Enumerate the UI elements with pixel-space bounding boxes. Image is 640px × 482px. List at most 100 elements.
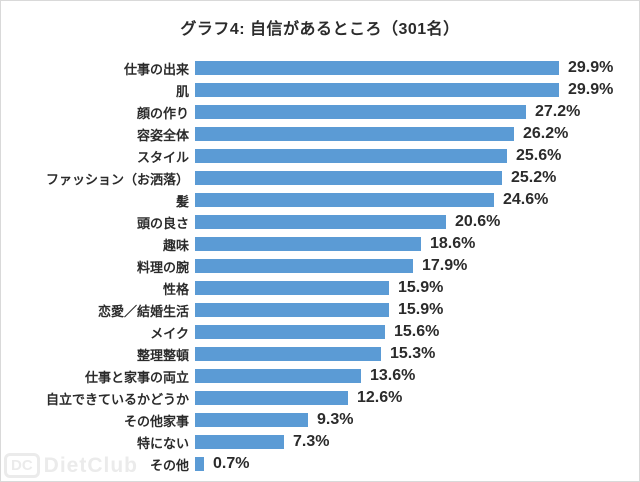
value-label: 24.6% [503, 191, 549, 208]
bar-row: 性格 15.9% [1, 277, 639, 299]
category-label: 性格 [162, 281, 189, 297]
bar [195, 391, 348, 405]
bar [195, 149, 507, 163]
bar [195, 237, 421, 251]
value-label: 27.2% [535, 103, 581, 120]
bar-track: 25.6% [195, 145, 639, 167]
bar-row: 仕事と家事の両立 13.6% [1, 365, 639, 387]
value-label: 9.3% [317, 411, 354, 428]
category-label: 趣味 [162, 237, 189, 253]
value-label: 0.7% [213, 455, 250, 472]
bar-track: 9.3% [195, 409, 639, 431]
category-label: ファッション（お洒落） [45, 171, 189, 187]
bar-track: 24.6% [195, 189, 639, 211]
chart-title: グラフ4: 自信があるところ（301名） [180, 21, 460, 38]
bar-track: 0.7% [195, 453, 639, 475]
category-label: 頭の良さ [136, 215, 189, 231]
bar [195, 347, 381, 361]
bar [195, 215, 446, 229]
category-label: 仕事の出来 [123, 61, 189, 77]
value-label: 12.6% [357, 389, 403, 406]
watermark: DC DietClub [4, 453, 138, 478]
bar-track: 13.6% [195, 365, 639, 387]
bar-track: 15.9% [195, 277, 639, 299]
bar-track: 27.2% [195, 101, 639, 123]
category-label: 仕事と家事の両立 [84, 369, 189, 385]
bar-row: 料理の腕 17.9% [1, 255, 639, 277]
value-label: 26.2% [523, 125, 569, 142]
bar-track: 17.9% [195, 255, 639, 277]
bar [195, 193, 494, 207]
bar [195, 369, 361, 383]
category-label: 顔の作り [136, 105, 189, 121]
bar [195, 105, 526, 119]
bar [195, 303, 389, 317]
bar-row: 頭の良さ 20.6% [1, 211, 639, 233]
bar-track: 20.6% [195, 211, 639, 233]
value-label: 7.3% [293, 433, 330, 450]
category-label: その他 [149, 457, 189, 473]
value-label: 15.9% [398, 279, 444, 296]
bar-row: その他家事 9.3% [1, 409, 639, 431]
dietclub-logo-icon: DC [4, 453, 40, 478]
bar-track: 15.9% [195, 299, 639, 321]
bar-track: 12.6% [195, 387, 639, 409]
bar-row: 自立できているかどうか 12.6% [1, 387, 639, 409]
bar [195, 281, 389, 295]
bar-row: 恋愛／結婚生活 15.9% [1, 299, 639, 321]
category-label: その他家事 [123, 413, 189, 429]
bar-row: その他 0.7% [1, 453, 639, 475]
category-label: 自立できているかどうか [45, 391, 189, 407]
value-label: 18.6% [430, 235, 476, 252]
value-label: 20.6% [455, 213, 501, 230]
bar [195, 127, 514, 141]
category-label: 特にない [136, 435, 189, 451]
bar-row: 整理整頓 15.3% [1, 343, 639, 365]
bar-track: 25.2% [195, 167, 639, 189]
value-label: 15.9% [398, 301, 444, 318]
value-label: 29.9% [568, 59, 614, 76]
bar-row: 仕事の出来 29.9% [1, 57, 639, 79]
watermark-label: DietClub [43, 453, 138, 477]
bar [195, 435, 284, 449]
value-label: 25.2% [511, 169, 557, 186]
category-label: 料理の腕 [136, 259, 189, 275]
category-label: 恋愛／結婚生活 [97, 303, 189, 319]
bar [195, 413, 308, 427]
bar [195, 61, 559, 75]
category-label: スタイル [136, 149, 189, 165]
value-label: 25.6% [516, 147, 562, 164]
bar [195, 83, 559, 97]
bar [195, 325, 385, 339]
bar-row: 肌 29.9% [1, 79, 639, 101]
bar-row: メイク 15.6% [1, 321, 639, 343]
bar-track: 15.6% [195, 321, 639, 343]
value-label: 15.3% [390, 345, 436, 362]
value-label: 17.9% [422, 257, 468, 274]
bar-row: ファッション（お洒落） 25.2% [1, 167, 639, 189]
value-label: 15.6% [394, 323, 440, 340]
bar-track: 18.6% [195, 233, 639, 255]
category-label: 肌 [175, 83, 189, 99]
category-label: 髪 [175, 193, 189, 209]
bar-row: 髪 24.6% [1, 189, 639, 211]
category-label: メイク [150, 325, 189, 341]
bar-track: 7.3% [195, 431, 639, 453]
value-label: 29.9% [568, 81, 614, 98]
bar [195, 457, 204, 471]
category-label: 容姿全体 [136, 127, 189, 143]
bar-row: 容姿全体 26.2% [1, 123, 639, 145]
bar-track: 29.9% [195, 79, 639, 101]
bar-track: 29.9% [195, 57, 639, 79]
bar-row: 顔の作り 27.2% [1, 101, 639, 123]
category-label: 整理整頓 [136, 347, 189, 363]
value-label: 13.6% [370, 367, 416, 384]
bar-track: 26.2% [195, 123, 639, 145]
bar-row: スタイル 25.6% [1, 145, 639, 167]
bar-row: 特にない 7.3% [1, 431, 639, 453]
bar-row: 趣味 18.6% [1, 233, 639, 255]
bar [195, 259, 413, 273]
bar [195, 171, 502, 185]
bar-track: 15.3% [195, 343, 639, 365]
